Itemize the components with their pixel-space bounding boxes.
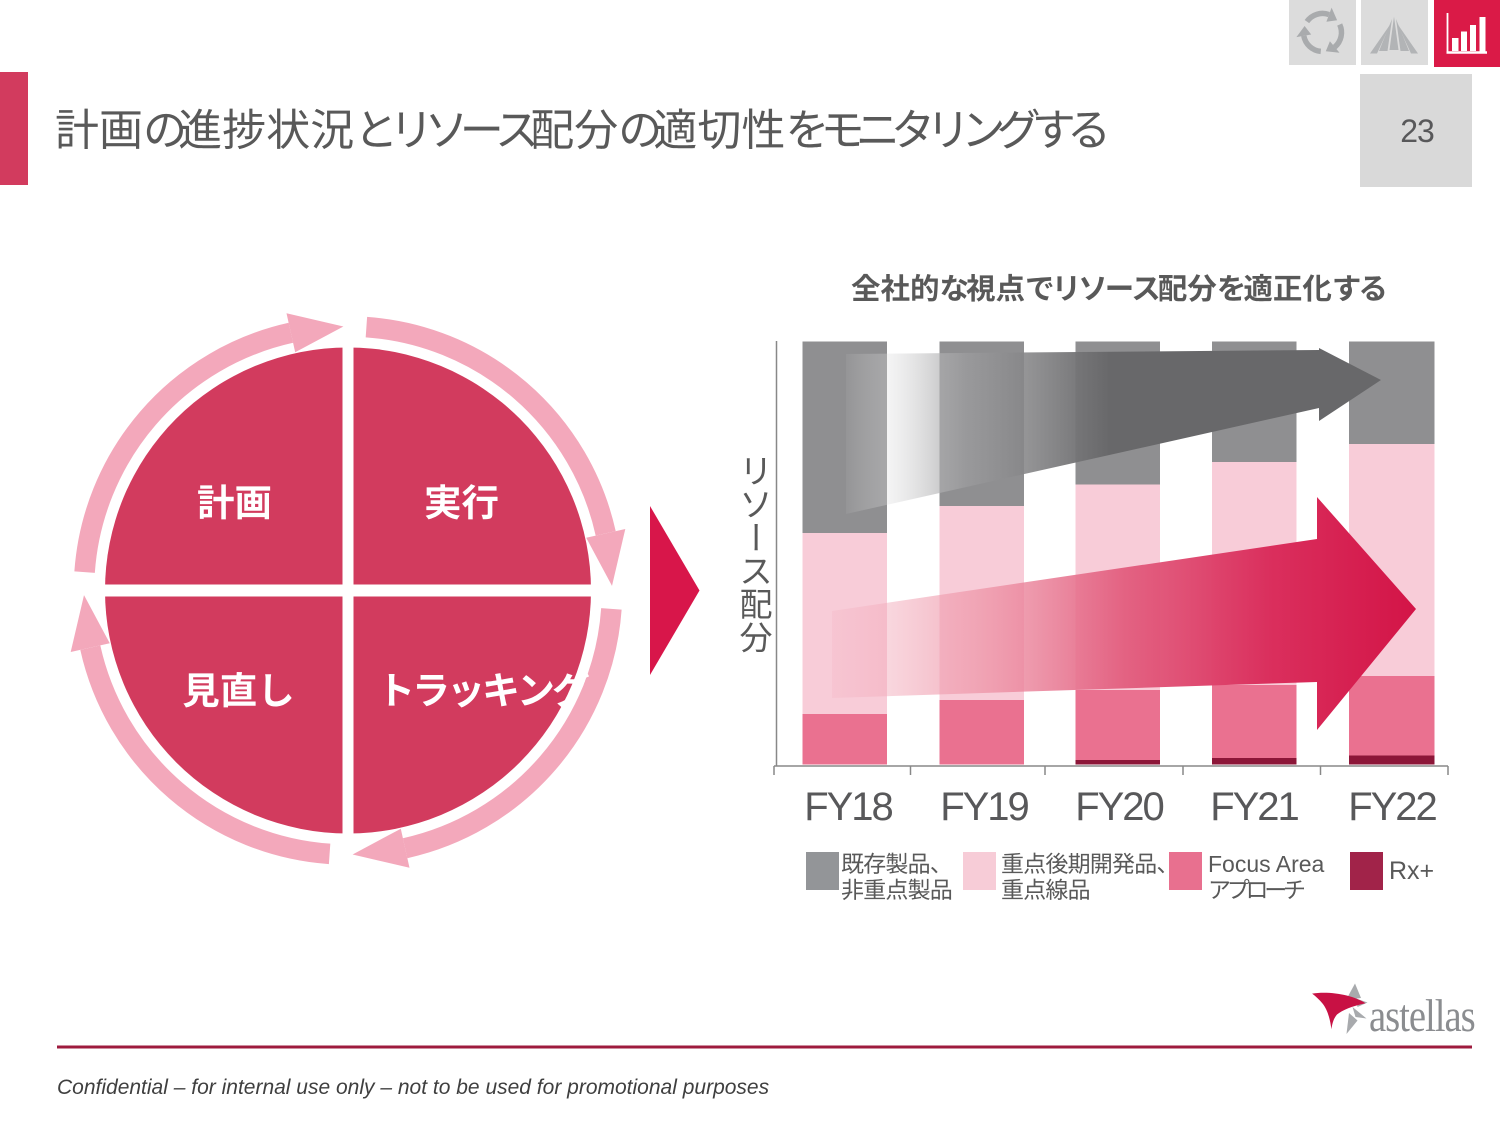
svg-text:FY20: FY20 xyxy=(1075,785,1163,829)
svg-text:FY22: FY22 xyxy=(1348,785,1436,829)
svg-text:Confidential – for internal us: Confidential – for internal use only – n… xyxy=(57,1076,770,1099)
svg-text:Rx+: Rx+ xyxy=(1389,857,1434,885)
svg-text:FY21: FY21 xyxy=(1210,785,1298,829)
svg-text:23: 23 xyxy=(1400,113,1434,149)
svg-text:Focus Area: Focus Area xyxy=(1208,851,1325,877)
svg-text:FY18: FY18 xyxy=(804,785,892,829)
svg-text:FY19: FY19 xyxy=(940,785,1028,829)
